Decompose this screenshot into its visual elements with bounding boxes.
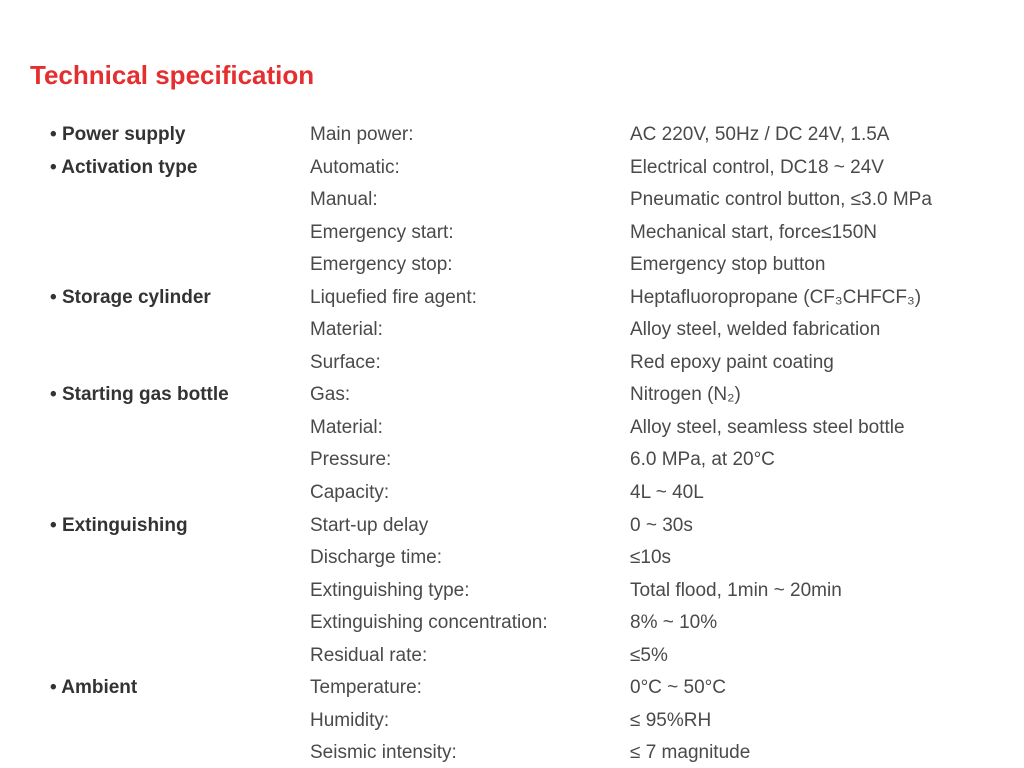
spec-category: Activation type [30, 154, 310, 182]
spec-param: Seismic intensity: [310, 739, 630, 767]
spec-param: Extinguishing concentration: [310, 609, 630, 637]
spec-category [30, 186, 310, 214]
spec-value: ≤5% [630, 642, 994, 670]
spec-param: Discharge time: [310, 544, 630, 572]
spec-table: Power supplyMain power:AC 220V, 50Hz / D… [30, 121, 994, 767]
spec-value: Red epoxy paint coating [630, 349, 994, 377]
spec-param: Material: [310, 316, 630, 344]
spec-category [30, 349, 310, 377]
spec-value: Heptafluoropropane (CF₃CHFCF₃) [630, 284, 994, 312]
spec-category: Power supply [30, 121, 310, 149]
spec-category: Starting gas bottle [30, 381, 310, 409]
spec-param: Main power: [310, 121, 630, 149]
spec-value: Alloy steel, welded fabrication [630, 316, 994, 344]
spec-value: 6.0 MPa, at 20°C [630, 446, 994, 474]
spec-value: Nitrogen (N₂) [630, 381, 994, 409]
spec-value: 8% ~ 10% [630, 609, 994, 637]
spec-param: Start-up delay [310, 512, 630, 540]
spec-category [30, 577, 310, 605]
spec-value: Electrical control, DC18 ~ 24V [630, 154, 994, 182]
spec-param: Extinguishing type: [310, 577, 630, 605]
spec-param: Manual: [310, 186, 630, 214]
spec-value: Alloy steel, seamless steel bottle [630, 414, 994, 442]
spec-value: ≤10s [630, 544, 994, 572]
spec-category [30, 739, 310, 767]
spec-param: Emergency stop: [310, 251, 630, 279]
spec-value: 0°C ~ 50°C [630, 674, 994, 702]
spec-value: ≤ 95%RH [630, 707, 994, 735]
spec-param: Surface: [310, 349, 630, 377]
spec-category [30, 446, 310, 474]
spec-value: Pneumatic control button, ≤3.0 MPa [630, 186, 994, 214]
spec-param: Humidity: [310, 707, 630, 735]
spec-category [30, 251, 310, 279]
spec-param: Pressure: [310, 446, 630, 474]
spec-value: 0 ~ 30s [630, 512, 994, 540]
spec-category: Extinguishing [30, 512, 310, 540]
spec-value: Mechanical start, force≤150N [630, 219, 994, 247]
spec-param: Liquefied fire agent: [310, 284, 630, 312]
spec-value: ≤ 7 magnitude [630, 739, 994, 767]
spec-param: Gas: [310, 381, 630, 409]
spec-value: Emergency stop button [630, 251, 994, 279]
spec-value: AC 220V, 50Hz / DC 24V, 1.5A [630, 121, 994, 149]
spec-category: Ambient [30, 674, 310, 702]
spec-param: Residual rate: [310, 642, 630, 670]
page-title: Technical specification [30, 60, 994, 91]
spec-category [30, 609, 310, 637]
spec-value: Total flood, 1min ~ 20min [630, 577, 994, 605]
spec-category [30, 219, 310, 247]
spec-param: Capacity: [310, 479, 630, 507]
spec-category [30, 316, 310, 344]
spec-param: Material: [310, 414, 630, 442]
spec-param: Temperature: [310, 674, 630, 702]
spec-category: Storage cylinder [30, 284, 310, 312]
spec-category [30, 414, 310, 442]
spec-category [30, 707, 310, 735]
spec-category [30, 479, 310, 507]
spec-category [30, 544, 310, 572]
spec-param: Emergency start: [310, 219, 630, 247]
spec-param: Automatic: [310, 154, 630, 182]
spec-value: 4L ~ 40L [630, 479, 994, 507]
spec-category [30, 642, 310, 670]
